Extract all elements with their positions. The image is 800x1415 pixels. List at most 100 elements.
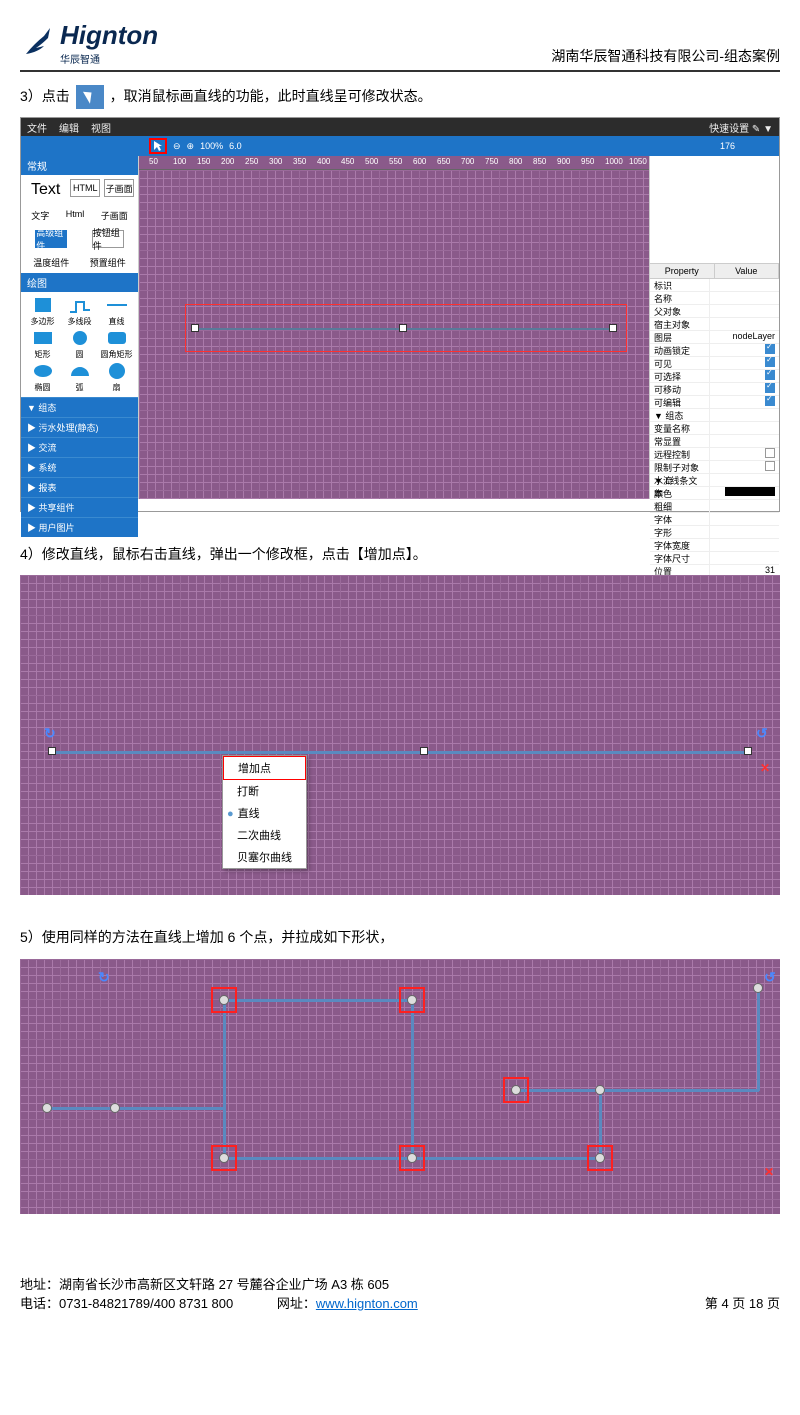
prop-row[interactable]: 图层nodeLayer (650, 331, 779, 344)
prop-row[interactable]: 动画锁定 (650, 344, 779, 357)
adv-comp-btn[interactable]: 高级组件 (35, 230, 67, 248)
menu-item[interactable]: 编辑 (59, 120, 79, 135)
prop-row[interactable]: 限制子对象水流 (650, 461, 779, 474)
prop-row[interactable]: 颜色 (650, 487, 779, 500)
point-marker (211, 987, 237, 1013)
accordion-item[interactable]: ▼ 组态 (21, 397, 138, 417)
prop-row[interactable]: 可编辑 (650, 396, 779, 409)
prop-row[interactable]: 字形 (650, 526, 779, 539)
screenshot-2: ↻ ↺ ✕ 增加点打断直线二次曲线贝塞尔曲线 (20, 575, 780, 895)
shape-圆[interactable]: 圆 (62, 329, 97, 360)
delete-icon[interactable]: ✕ (764, 1165, 774, 1179)
zoom-in-icon[interactable]: ⊕ (187, 141, 195, 152)
prop-row[interactable]: 可见 (650, 357, 779, 370)
handle-left[interactable] (191, 324, 199, 332)
app-toolbar: ⊖ ⊕ 100% 6.0 176 (21, 136, 779, 156)
point-marker (503, 1077, 529, 1103)
html-btn[interactable]: HTML (70, 179, 100, 197)
sidebar-label: Html (66, 209, 85, 222)
shape-多线段[interactable]: 多线段 (62, 296, 97, 327)
cursor-icon (76, 85, 104, 109)
shape-圆角矩形[interactable]: 圆角矩形 (99, 329, 134, 360)
ctx-item[interactable]: 打断 (223, 780, 306, 802)
accordion-item[interactable]: ▶ 共享组件 (21, 497, 138, 517)
sidebar-label: 温度组件 (33, 256, 69, 269)
properties-panel: PropertyValue 标识名称父对象宿主对象图层nodeLayer动画锁定… (649, 156, 779, 499)
menu-right[interactable]: 快速设置 ✎ ▼ (709, 120, 773, 135)
ctx-item[interactable]: 直线 (223, 802, 306, 824)
h2-left[interactable] (48, 747, 56, 755)
rotate-icon[interactable]: ↺ (764, 969, 776, 986)
point-marker (211, 1145, 237, 1171)
line2[interactable] (50, 751, 750, 754)
delete-icon[interactable]: ✕ (760, 761, 770, 775)
sidebar-left: 常规 Text HTML 子画面 文字Html子画面 高级组件 按钮组件 温度组… (21, 156, 139, 499)
sidebar-tab[interactable]: 常规 (21, 156, 138, 175)
prop-row[interactable]: 字体 (650, 513, 779, 526)
menu-item[interactable]: 视图 (91, 120, 111, 135)
shape-椭圆[interactable]: 椭圆 (25, 362, 60, 393)
zoom-out-icon[interactable]: ⊖ (173, 141, 181, 152)
logo-text: Hignton (60, 20, 158, 51)
prop-row[interactable]: 变量名称 (650, 422, 779, 435)
prop-row[interactable]: 宿主对象 (650, 318, 779, 331)
rotate-icon[interactable]: ↺ (756, 725, 768, 742)
h2-mid[interactable] (420, 747, 428, 755)
rotate-icon[interactable]: ↻ (44, 725, 56, 742)
ctx-item[interactable]: 二次曲线 (223, 824, 306, 846)
prop-row[interactable]: 常显置 (650, 435, 779, 448)
prop-row[interactable]: ▼ L线条文本 (650, 474, 779, 487)
logo-sub: 华辰智通 (60, 51, 158, 66)
prop-row[interactable]: 标识 (650, 279, 779, 292)
menu-item[interactable]: 文件 (27, 120, 47, 135)
accordion-item[interactable]: ▶ 系统 (21, 457, 138, 477)
prop-row[interactable]: 名称 (650, 292, 779, 305)
handle-right[interactable] (609, 324, 617, 332)
accordion-item[interactable]: ▶ 交流 (21, 437, 138, 457)
screenshot-1: 文件编辑视图 快速设置 ✎ ▼ ⊖ ⊕ 100% 6.0 176 常规 Text… (20, 117, 780, 512)
step5-text: 5）使用同样的方法在直线上增加 6 个点，并拉成如下形状， (20, 925, 780, 950)
text-tool[interactable]: Text (25, 179, 66, 201)
accordion-item[interactable]: ▶ 报表 (21, 477, 138, 497)
screenshot-3: ↻ ↺ ✕ (20, 959, 780, 1214)
coords: 176 (720, 141, 735, 151)
accordion-item[interactable]: ▶ 污水处理(静态) (21, 417, 138, 437)
canvas-area[interactable]: 5010015020025030035040045050055060065070… (139, 156, 649, 499)
footer-link[interactable]: www.hignton.com (316, 1296, 418, 1311)
handle-mid[interactable] (399, 324, 407, 332)
footer-web-label: 网址： (277, 1296, 316, 1311)
subpage-btn[interactable]: 子画面 (104, 179, 134, 197)
prop-row[interactable]: 远程控制 (650, 448, 779, 461)
h2-right[interactable] (744, 747, 752, 755)
accordion-item[interactable]: ▶ 用户图片 (21, 517, 138, 537)
ctx-item[interactable]: 增加点 (223, 756, 306, 780)
footer-tel: 电话：0731-84821789/400 8731 800 (20, 1296, 233, 1311)
step3-text: 3）点击 ，取消鼠标画直线的功能，此时直线呈可修改状态。 (20, 84, 780, 109)
prop-row[interactable]: 可移动 (650, 383, 779, 396)
ruler-horizontal: 5010015020025030035040045050055060065070… (139, 156, 649, 170)
rotate-icon[interactable]: ↻ (98, 969, 110, 986)
prop-row[interactable]: 字体宽度 (650, 539, 779, 552)
footer-addr: 地址：湖南省长沙市高新区文轩路 27 号麓谷企业广场 A3 栋 605 (20, 1274, 418, 1293)
zoom-pct: 100% (200, 141, 223, 151)
props-header: PropertyValue (650, 264, 779, 279)
btn-comp-btn[interactable]: 按钮组件 (92, 230, 124, 248)
sidebar-label: 子画面 (101, 209, 128, 222)
shape-矩形[interactable]: 矩形 (25, 329, 60, 360)
prop-row[interactable]: 可选择 (650, 370, 779, 383)
cursor-tool-selected[interactable] (149, 138, 167, 154)
prop-row[interactable]: ▼ 组态 (650, 409, 779, 422)
shape-扇[interactable]: 扇 (99, 362, 134, 393)
prop-row[interactable]: 父对象 (650, 305, 779, 318)
logo: Hignton 华辰智通 (20, 20, 158, 66)
context-menu: 增加点打断直线二次曲线贝塞尔曲线 (222, 755, 307, 869)
shape-弧[interactable]: 弧 (62, 362, 97, 393)
prop-row[interactable]: 字体尺寸 (650, 552, 779, 565)
ctx-item[interactable]: 贝塞尔曲线 (223, 846, 306, 868)
shape-多边形[interactable]: 多边形 (25, 296, 60, 327)
point-marker (399, 1145, 425, 1171)
prop-row[interactable]: 粗细 (650, 500, 779, 513)
point-marker (399, 987, 425, 1013)
header-company: 湖南华辰智通科技有限公司-组态案例 (551, 46, 780, 66)
shape-直线[interactable]: 直线 (99, 296, 134, 327)
